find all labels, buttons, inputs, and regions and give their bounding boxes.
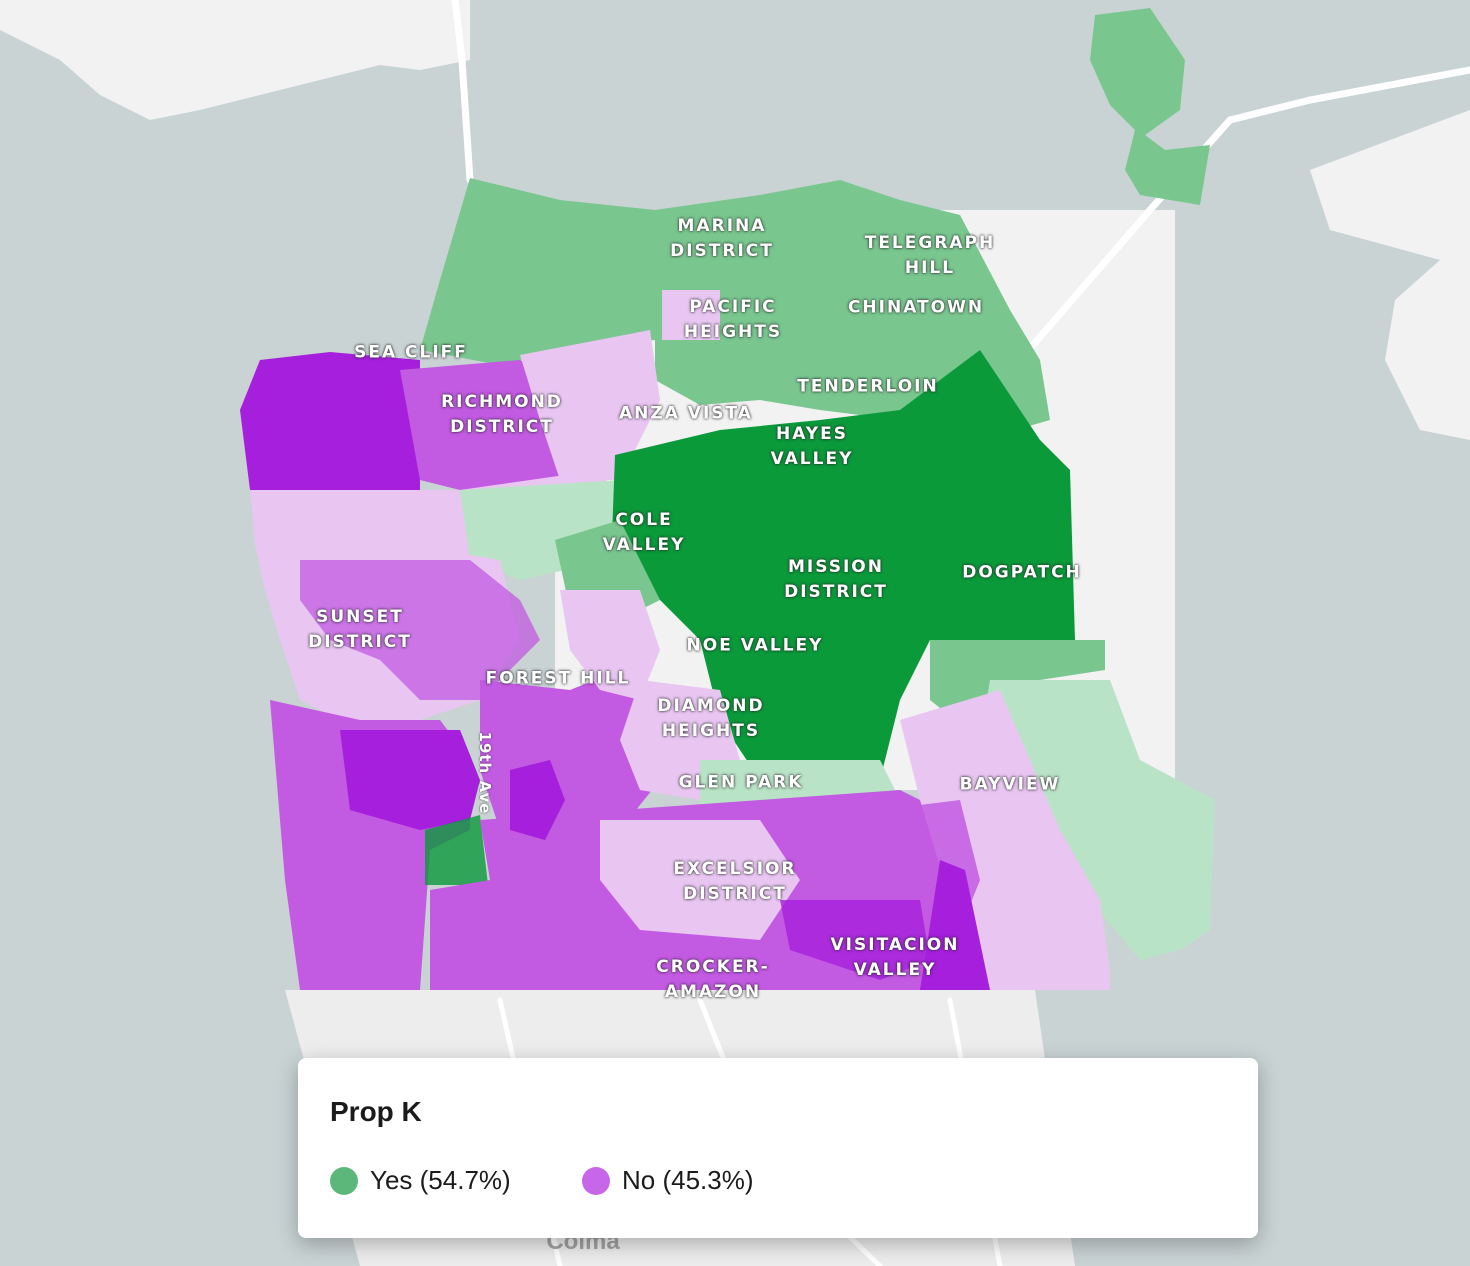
legend-item-yes: Yes (54.7%)	[330, 1165, 511, 1196]
legend-item-no: No (45.3%)	[582, 1165, 754, 1196]
bay-bridge	[1016, 66, 1470, 364]
legend-panel: Prop K Yes (54.7%) No (45.3%)	[298, 1058, 1258, 1238]
region-stonestown-yes	[425, 815, 488, 885]
legend-title: Prop K	[330, 1096, 422, 1127]
region-bayview-light	[980, 680, 1215, 960]
region-central-yes-dark	[610, 350, 1075, 790]
region-twinpeaks-light	[560, 590, 660, 700]
region-pacheights-light	[662, 290, 720, 340]
precinct-regions	[240, 8, 1215, 990]
region-bayview-no	[900, 690, 1110, 990]
legend-swatch-yes	[330, 1166, 358, 1195]
marin-headlands	[0, 0, 470, 120]
legend-label-yes: Yes (54.7%)	[370, 1165, 511, 1195]
region-vv-no	[780, 900, 930, 980]
legend-swatch-no	[582, 1166, 610, 1195]
legend-label-no: No (45.3%)	[622, 1165, 754, 1195]
region-richmond-light	[520, 330, 660, 480]
region-presidio-yes	[420, 178, 655, 365]
yearbuena-island	[1090, 8, 1210, 205]
golden-gate-bridge	[451, 0, 474, 184]
treasure-island-shore	[1310, 110, 1470, 440]
region-seacliff-no	[240, 352, 420, 520]
region-parkside-dark	[340, 730, 480, 830]
region-sunset-mid	[300, 560, 540, 700]
region-mt-davidson-dark	[510, 760, 565, 840]
region-excelsior-light	[600, 820, 800, 940]
region-richmond-no	[400, 360, 560, 490]
street-label-19th-ave: 19th Ave	[476, 731, 494, 815]
region-visitacion-dark	[920, 860, 990, 990]
